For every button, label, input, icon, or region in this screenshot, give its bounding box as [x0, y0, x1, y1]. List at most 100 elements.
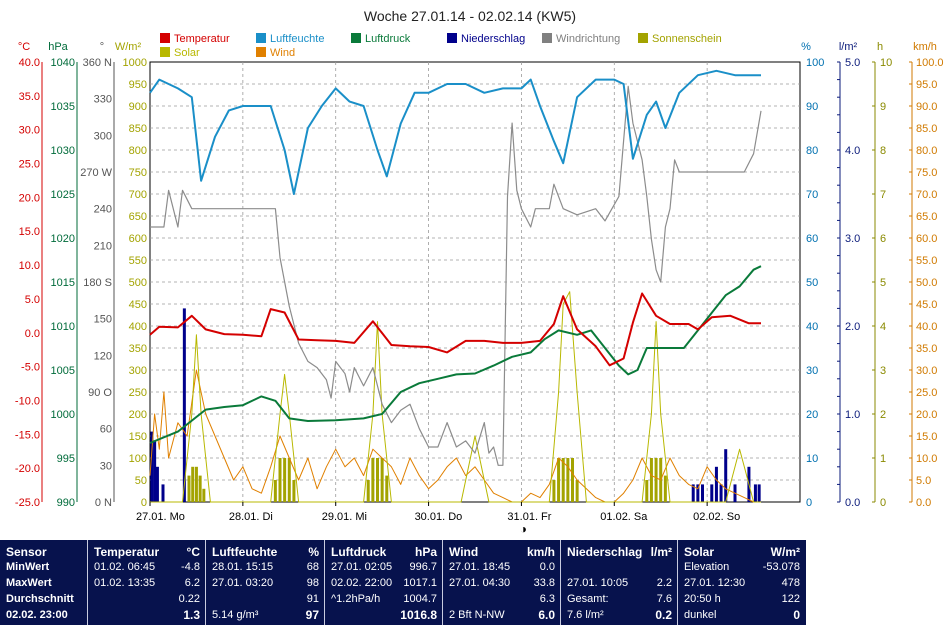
tick-label-wind_direction: 150	[94, 314, 112, 326]
tick-label-wind: 70.0	[916, 189, 937, 201]
bar-sonnenschein	[571, 458, 574, 502]
tick-label-wind: 45.0	[916, 299, 937, 311]
axis-unit-temperature: °C	[18, 41, 30, 53]
tick-label-solar: 500	[129, 277, 147, 289]
tick-label-solar: 650	[129, 211, 147, 223]
rain-total-label: Gesamt:	[567, 593, 609, 605]
bar-niederschlag	[714, 466, 718, 502]
bar-niederschlag	[710, 484, 714, 502]
tick-label-pressure: 1010	[51, 321, 75, 333]
tick-label-wind: 5.0	[916, 475, 931, 487]
solar-avg: 122	[781, 593, 800, 605]
press-max: 1017.1	[403, 577, 437, 589]
tick-label-solar: 750	[129, 167, 147, 179]
bar-niederschlag	[153, 440, 157, 502]
bars	[150, 308, 761, 502]
stats-table: Sensor MinWert MaxWert Durchschnitt 02.0…	[0, 540, 806, 625]
solar-sun-hours: 20:50 h	[684, 593, 721, 605]
chart-title: Woche 27.01.14 - 02.02.14 (KW5)	[364, 8, 576, 24]
legend-swatch	[160, 33, 170, 43]
axis-unit-solar: W/m²	[115, 41, 142, 53]
tick-label-humidity: 20	[806, 409, 818, 421]
bar-sonnenschein	[366, 480, 370, 502]
stats-pressure: Luftdruck hPa 27.01. 02:05 996.7 02.02. 22…	[324, 540, 443, 625]
bar-sonnenschein	[273, 480, 277, 502]
rain-total: 7.6	[656, 593, 672, 605]
solar-current: 0	[793, 608, 800, 622]
solar-elev-label: Elevation	[684, 561, 730, 573]
axis-unit-sunshine: h	[877, 41, 883, 53]
temp-max-time: 01.02. 13:35	[94, 577, 156, 589]
hum-min-time: 28.01. 15:15	[212, 561, 274, 573]
bar-niederschlag	[719, 484, 723, 502]
tick-label-sunshine: 1	[880, 453, 886, 465]
tick-label-solar: 350	[129, 343, 147, 355]
tick-label-solar: 0	[141, 497, 147, 509]
label-durchschnitt: Durchschnitt	[6, 593, 74, 605]
right-axes: 10090807060504030201005.04.03.02.01.00.0…	[806, 57, 944, 509]
solar-unit: W/m²	[770, 545, 800, 559]
tick-label-wind_direction: 300	[94, 130, 112, 142]
legend-swatch	[256, 33, 266, 43]
tick-label-wind: 40.0	[916, 321, 937, 333]
wind-dir: 2 Bft N-NW	[449, 609, 505, 621]
tick-label-temperature: -15.0	[15, 429, 40, 441]
tick-label-wind_direction: 240	[94, 204, 112, 216]
temp-min: -4.8	[181, 561, 200, 573]
tick-label-wind: 20.0	[916, 409, 937, 421]
tick-label-humidity: 30	[806, 365, 818, 377]
tick-label-solar: 250	[129, 387, 147, 399]
lines	[149, 69, 762, 503]
sensor-header: Sensor	[6, 545, 47, 559]
tick-label-pressure: 1005	[51, 365, 75, 377]
x-tick-label: 30.01. Do	[415, 511, 463, 523]
press-avg: 1004.7	[403, 593, 437, 605]
bar-niederschlag	[150, 431, 154, 502]
tick-label-sunshine: 0	[880, 497, 886, 509]
bar-sonnenschein	[191, 466, 195, 502]
label-current-time: 02.02. 23:00	[6, 609, 68, 621]
tick-label-solar: 700	[129, 189, 147, 201]
tick-label-sunshine: 8	[880, 145, 886, 157]
wind-unit: km/h	[526, 545, 555, 559]
tick-label-wind: 85.0	[916, 123, 937, 135]
tick-label-temperature: 20.0	[19, 192, 40, 204]
tick-label-wind: 90.0	[916, 101, 937, 113]
tick-label-pressure: 1040	[51, 57, 75, 69]
rain-today: 7.6 l/m²	[567, 609, 604, 621]
bar-niederschlag	[753, 484, 757, 502]
hum-header: Luftfeuchte	[212, 545, 278, 559]
tick-label-solar: 400	[129, 321, 147, 333]
bar-sonnenschein	[557, 458, 561, 502]
hum-current: 97	[305, 608, 319, 622]
label-minwert: MinWert	[6, 561, 50, 573]
tick-label-wind: 25.0	[916, 387, 937, 399]
tick-label-temperature: 5.0	[25, 294, 40, 306]
legend: Temperatur Luftfeuchte Luftdruck Niederschl…	[160, 33, 722, 59]
tick-label-temperature: 10.0	[19, 260, 40, 272]
bar-sonnenschein	[663, 475, 667, 502]
left-axes: 40.0 35.0 30.0 25.0 20.0 15.0 10.0 5.0 0.0 -5.0 -1…	[15, 57, 147, 509]
tick-label-temperature: 35.0	[19, 91, 40, 103]
wind-max-time: 27.01. 04:30	[449, 577, 511, 589]
bar-sonnenschein	[202, 488, 206, 502]
tick-label-sunshine: 5	[880, 277, 886, 289]
x-tick-label: 02.02. So	[693, 511, 740, 523]
stats-wind: Wind km/h 27.01. 18:45 0.0 27.01. 04:30 33.…	[442, 540, 561, 625]
tick-label-precipitation: 1.0	[845, 409, 860, 421]
bar-sonnenschein	[561, 458, 565, 502]
axis-unit-wind: km/h	[913, 41, 937, 53]
tick-label-temperature: -10.0	[15, 395, 40, 407]
legend-label: Wind	[270, 47, 295, 59]
bar-sonnenschein	[654, 458, 658, 502]
tick-label-wind: 65.0	[916, 211, 937, 223]
bar-niederschlag	[701, 484, 704, 502]
tick-label-wind: 10.0	[916, 453, 937, 465]
legend-swatch	[638, 33, 648, 43]
tick-label-solar: 850	[129, 123, 147, 135]
tick-label-sunshine: 3	[880, 365, 886, 377]
tick-label-wind_direction: 360 N	[83, 57, 112, 69]
label-maxwert: MaxWert	[6, 577, 52, 589]
legend-swatch	[256, 47, 266, 57]
tick-label-solar: 1000	[123, 57, 147, 69]
